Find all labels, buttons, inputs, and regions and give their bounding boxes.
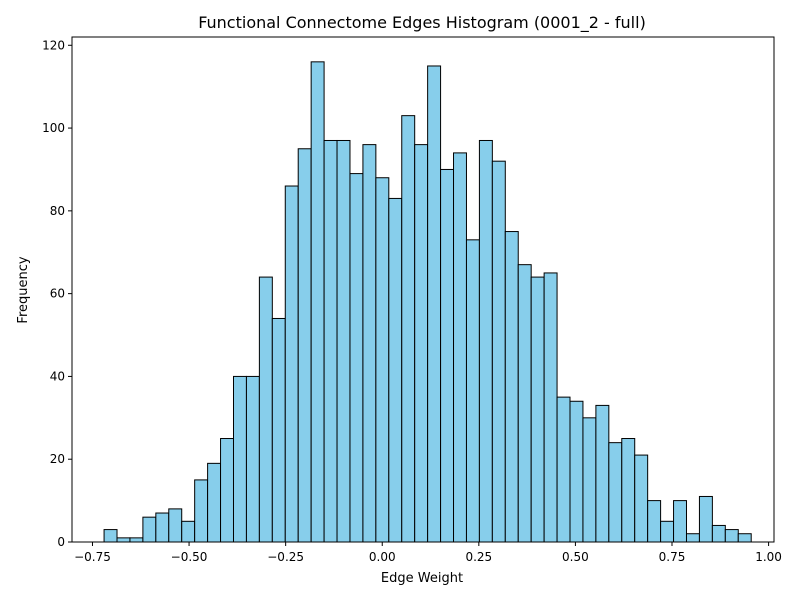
histogram-bar	[504, 231, 519, 543]
plot-frame	[71, 36, 775, 543]
x-tick-label: 0.00	[369, 550, 396, 564]
histogram-bar	[737, 533, 752, 543]
histogram-bar	[698, 495, 713, 543]
y-ticks-group: 0 20 40 60 80 100 120	[42, 38, 72, 549]
histogram-bar	[478, 139, 493, 543]
histogram-bar	[517, 264, 532, 543]
histogram-bar	[453, 152, 467, 543]
x-tick-label: −0.50	[171, 550, 208, 564]
histogram-bar	[232, 375, 247, 543]
y-tick-label: 80	[50, 204, 65, 218]
x-tick-label: −0.75	[74, 550, 111, 564]
y-tick-label: 120	[42, 38, 65, 52]
histogram-bar	[724, 529, 739, 543]
histogram-bar	[323, 139, 338, 543]
y-tick-label: 40	[50, 369, 65, 383]
bars-group	[103, 61, 752, 543]
histogram-bar	[582, 417, 597, 543]
histogram-bar	[245, 375, 260, 543]
histogram-bar	[103, 529, 118, 543]
histogram-bar	[155, 512, 170, 543]
histogram-bar	[634, 454, 649, 543]
histogram-bar	[271, 317, 286, 543]
histogram-bar	[608, 442, 623, 543]
y-tick-label: 20	[50, 452, 65, 466]
histogram-bar	[491, 160, 506, 543]
histogram-bar	[621, 438, 636, 543]
x-tick-label: 0.50	[562, 550, 589, 564]
histogram-bar	[284, 185, 299, 543]
histogram-bar	[401, 115, 416, 543]
histogram-bar	[685, 533, 700, 543]
histogram-bar	[569, 400, 584, 543]
histogram-bar	[660, 520, 675, 543]
histogram-bar	[647, 500, 662, 543]
histogram-bar	[336, 139, 351, 543]
chart-title: Functional Connectome Edges Histogram (0…	[198, 13, 646, 33]
x-ticks-group: −0.75 −0.50 −0.25 0.00 0.25 0.50 0.75 1.00	[74, 542, 782, 564]
histogram-bar	[673, 500, 687, 543]
histogram-bar	[181, 520, 196, 543]
histogram-bar	[388, 197, 403, 543]
histogram-bar	[349, 173, 364, 543]
histogram-bar	[375, 177, 390, 543]
histogram-bar	[220, 438, 234, 543]
histogram-bar	[556, 396, 571, 543]
histogram-bar	[427, 65, 442, 543]
histogram-bar	[310, 61, 325, 543]
y-tick-label: 0	[57, 535, 65, 549]
x-tick-label: 0.75	[659, 550, 686, 564]
histogram-bar	[414, 144, 429, 543]
histogram-bar	[258, 276, 273, 543]
histogram-bar	[530, 276, 545, 543]
histogram-bar	[142, 516, 157, 543]
histogram-bar	[543, 272, 558, 543]
histogram-bar	[129, 537, 144, 543]
histogram-bar	[465, 239, 480, 543]
histogram-bar	[116, 537, 131, 543]
histogram-bar	[297, 148, 312, 543]
histogram-bar	[595, 404, 610, 543]
x-axis-label: Edge Weight	[381, 571, 463, 586]
x-tick-label: −0.25	[267, 550, 304, 564]
histogram-bar	[194, 479, 209, 543]
y-tick-label: 60	[50, 287, 65, 301]
y-axis-label: Frequency	[16, 256, 31, 323]
histogram-bar	[711, 524, 726, 543]
histogram-bar	[362, 144, 377, 543]
histogram-bar	[207, 462, 222, 543]
x-tick-label: 1.00	[755, 550, 782, 564]
histogram-bar	[440, 168, 455, 543]
y-tick-label: 100	[42, 121, 65, 135]
histogram-bar	[168, 508, 183, 543]
x-tick-label: 0.25	[465, 550, 492, 564]
